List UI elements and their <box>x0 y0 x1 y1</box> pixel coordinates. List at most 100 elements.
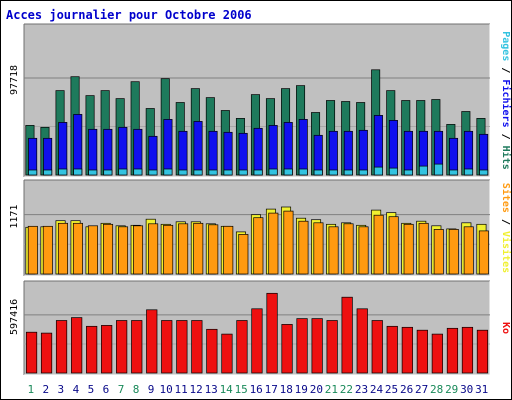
day-label-18: 18 <box>280 383 293 396</box>
bar-pages-day-22 <box>343 169 353 176</box>
bar-ko-day-25 <box>386 325 398 374</box>
day-label-28: 28 <box>430 383 443 396</box>
bar-ko-day-14 <box>221 333 233 374</box>
bar-fichiers-day-22 <box>343 130 353 176</box>
bar-ko-day-20 <box>311 318 323 374</box>
bar-fichiers-day-26 <box>403 130 413 176</box>
bar-ko-day-26 <box>401 326 413 374</box>
panel-visits-sites: 1171 Sites / Visites <box>9 179 512 277</box>
bar-fichiers-day-4 <box>73 114 83 176</box>
bar-pages-day-26 <box>403 169 413 176</box>
legend-label: Pages <box>500 31 511 61</box>
day-label-14: 14 <box>220 383 234 396</box>
day-label-20: 20 <box>310 383 323 396</box>
day-label-6: 6 <box>103 383 110 396</box>
bar-sites-day-28 <box>433 229 444 275</box>
bar-pages-day-18 <box>283 168 293 176</box>
day-label-29: 29 <box>445 383 458 396</box>
bar-pages-day-31 <box>479 169 489 176</box>
bar-ko-day-4 <box>71 317 83 374</box>
bar-sites-day-1 <box>27 225 38 275</box>
bar-pages-day-9 <box>148 169 158 176</box>
bar-ko-day-30 <box>461 326 474 374</box>
bar-sites-day-26 <box>403 223 414 275</box>
bar-ko-day-21 <box>326 320 338 374</box>
bar-fichiers-day-25 <box>388 120 398 176</box>
bar-fichiers-day-30 <box>464 130 474 176</box>
bar-pages-day-17 <box>268 168 278 176</box>
bar-pages-day-16 <box>253 169 263 176</box>
bar-pages-day-8 <box>133 168 143 176</box>
chart-title: Acces journalier pour Octobre 2006 <box>6 8 252 22</box>
bar-sites-day-25 <box>388 216 399 275</box>
bar-fichiers-day-1 <box>28 137 38 176</box>
bar-pages-day-25 <box>388 167 398 176</box>
bar-pages-day-10 <box>163 168 173 176</box>
bar-ko-day-3 <box>55 320 68 374</box>
bar-ko-day-16 <box>251 308 263 374</box>
legend-label: Fichiers <box>500 73 512 127</box>
day-label-1: 1 <box>27 383 34 396</box>
bar-pages-day-1 <box>28 169 38 176</box>
bar-sites-day-13 <box>208 224 219 275</box>
bar-sites-day-11 <box>178 223 189 275</box>
bar-ko-day-24 <box>371 320 383 374</box>
bar-sites-day-30 <box>463 226 474 275</box>
bar-sites-day-8 <box>133 225 144 275</box>
legend-label: Visites <box>500 225 512 273</box>
bar-pages-day-13 <box>208 169 218 176</box>
bar-fichiers-day-10 <box>163 119 173 176</box>
bar-fichiers-day-29 <box>449 137 459 176</box>
bar-pages-day-2 <box>43 169 53 176</box>
bar-fichiers-day-18 <box>283 122 293 176</box>
day-label-19: 19 <box>295 383 308 396</box>
y-max-label: 97718 <box>9 65 20 95</box>
day-label-30: 30 <box>460 383 473 396</box>
bar-sites-day-27 <box>418 222 429 275</box>
day-labels: 1 2 3 4 5 6 7 8 9 10 11 12 13 14 15 16 17 18 19 20 21 22 23 24 2… <box>27 383 488 396</box>
legend-label: Sites <box>500 183 512 213</box>
bar-pages-day-30 <box>464 168 474 176</box>
y-max-label: 1171 <box>9 205 20 229</box>
bar-fichiers-day-17 <box>268 125 278 176</box>
day-label-24: 24 <box>370 383 384 396</box>
series-legend-visits-sites: Sites / Visites <box>500 183 512 273</box>
bar-ko-day-15 <box>236 320 248 374</box>
series-legend-hits-files-pages: Pages / Fichiers / Hits <box>500 31 512 170</box>
legend-label: Hits <box>500 140 512 170</box>
day-label-16: 16 <box>250 383 263 396</box>
bar-ko-day-6 <box>101 325 113 374</box>
bar-ko-day-13 <box>206 328 218 374</box>
bar-fichiers-day-16 <box>253 127 263 176</box>
bar-sites-day-4 <box>72 222 83 275</box>
bar-fichiers-day-13 <box>208 130 218 176</box>
bar-sites-day-17 <box>268 212 279 275</box>
bar-fichiers-day-15 <box>238 132 248 176</box>
panels: 97718 Pages / Fichiers / Hits 1171 Sites / … <box>9 23 512 376</box>
bar-sites-day-23 <box>358 226 369 275</box>
day-label-9: 9 <box>148 383 155 396</box>
bar-pages-day-12 <box>193 169 203 176</box>
day-label-21: 21 <box>325 383 338 396</box>
bar-fichiers-day-5 <box>88 128 98 176</box>
bar-sites-day-9 <box>148 223 159 275</box>
day-label-2: 2 <box>42 383 49 396</box>
bar-pages-day-19 <box>298 168 308 176</box>
day-label-11: 11 <box>174 383 187 396</box>
bar-sites-day-29 <box>448 229 459 275</box>
day-label-27: 27 <box>415 383 428 396</box>
bar-sites-day-21 <box>328 226 339 275</box>
day-label-22: 22 <box>340 383 353 396</box>
bar-ko-day-12 <box>191 320 203 374</box>
bar-fichiers-day-23 <box>358 129 368 176</box>
bar-ko-day-31 <box>476 329 489 374</box>
bar-ko-day-9 <box>146 309 158 374</box>
bar-sites-day-5 <box>87 225 98 275</box>
bar-pages-day-3 <box>58 168 68 176</box>
bar-pages-day-20 <box>313 169 323 176</box>
bar-pages-day-27 <box>418 165 428 176</box>
bar-pages-day-24 <box>373 166 383 176</box>
panel-hits-files-pages: 97718 Pages / Fichiers / Hits <box>9 23 512 178</box>
day-label-3: 3 <box>57 383 64 396</box>
